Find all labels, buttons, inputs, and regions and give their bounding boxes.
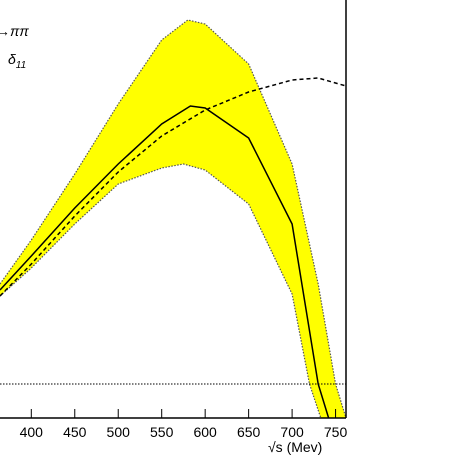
x-tick-label: 700 — [280, 424, 304, 440]
annotation: →ππ — [0, 23, 29, 39]
x-tick-label: 550 — [150, 424, 174, 440]
band-fill — [0, 20, 346, 418]
x-tick-label: 450 — [63, 424, 87, 440]
x-axis-label: √s (Mev) — [268, 439, 322, 455]
x-tick-label: 600 — [193, 424, 217, 440]
band-edge — [0, 19, 346, 418]
x-tick-label: 400 — [20, 424, 44, 440]
band-edge — [0, 163, 322, 418]
annotation-symbol: δ — [8, 51, 16, 67]
curve — [0, 77, 346, 297]
x-tick-label: 750 — [324, 424, 348, 440]
x-tick-label: 500 — [107, 424, 131, 440]
annotation-subscript: 11 — [16, 60, 26, 71]
plot-area — [0, 19, 346, 418]
annotation: δ11 — [8, 51, 26, 71]
curve — [0, 105, 330, 418]
x-tick-label: 650 — [237, 424, 261, 440]
